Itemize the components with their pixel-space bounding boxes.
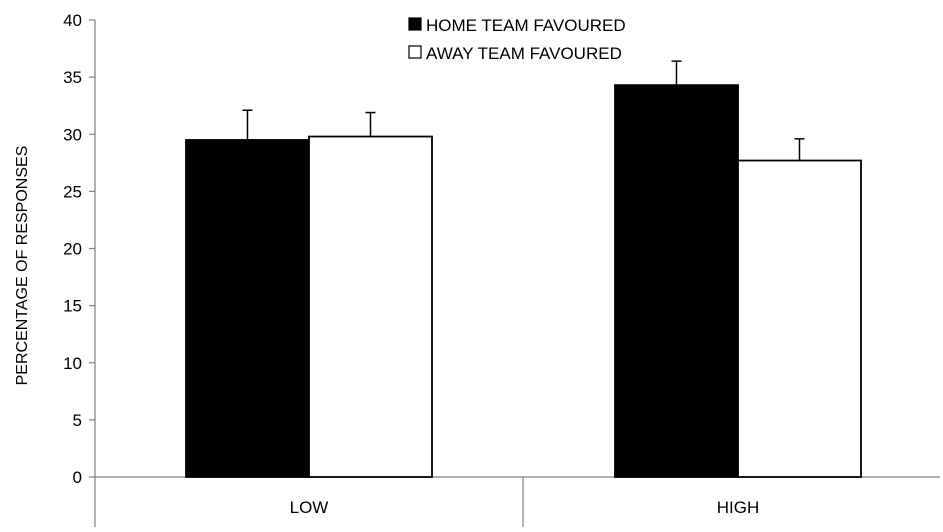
legend: HOME TEAM FAVOURED AWAY TEAM FAVOURED <box>408 16 626 63</box>
bar <box>614 84 739 478</box>
y-tick-label: 40 <box>63 11 82 30</box>
bar <box>308 135 433 478</box>
bars <box>185 84 862 478</box>
y-tick-label: 0 <box>73 468 82 487</box>
y-tick-label: 5 <box>73 411 82 430</box>
legend-swatch <box>408 45 422 59</box>
y-axis-title: PERCENTAGE OF RESPONSES <box>14 146 31 386</box>
legend-swatch <box>408 17 422 31</box>
y-tick-label: 30 <box>63 125 82 144</box>
bar <box>185 139 310 478</box>
bar <box>737 159 862 478</box>
x-category-label: LOW <box>290 498 329 517</box>
axis-labels: 0 5 10 15 20 25 30 35 40 PERCENTAGE OF RESPONSES L… <box>14 11 759 517</box>
y-tick-label: 15 <box>63 297 82 316</box>
legend-label: HOME TEAM FAVOURED <box>426 16 626 35</box>
y-tick-label: 25 <box>63 182 82 201</box>
error-bars <box>242 60 805 161</box>
y-tick-label: 35 <box>63 68 82 87</box>
y-tick-label: 20 <box>63 240 82 259</box>
legend-label: AWAY TEAM FAVOURED <box>426 44 622 63</box>
y-tick-label: 10 <box>63 354 82 373</box>
x-category-label: HIGH <box>717 498 760 517</box>
